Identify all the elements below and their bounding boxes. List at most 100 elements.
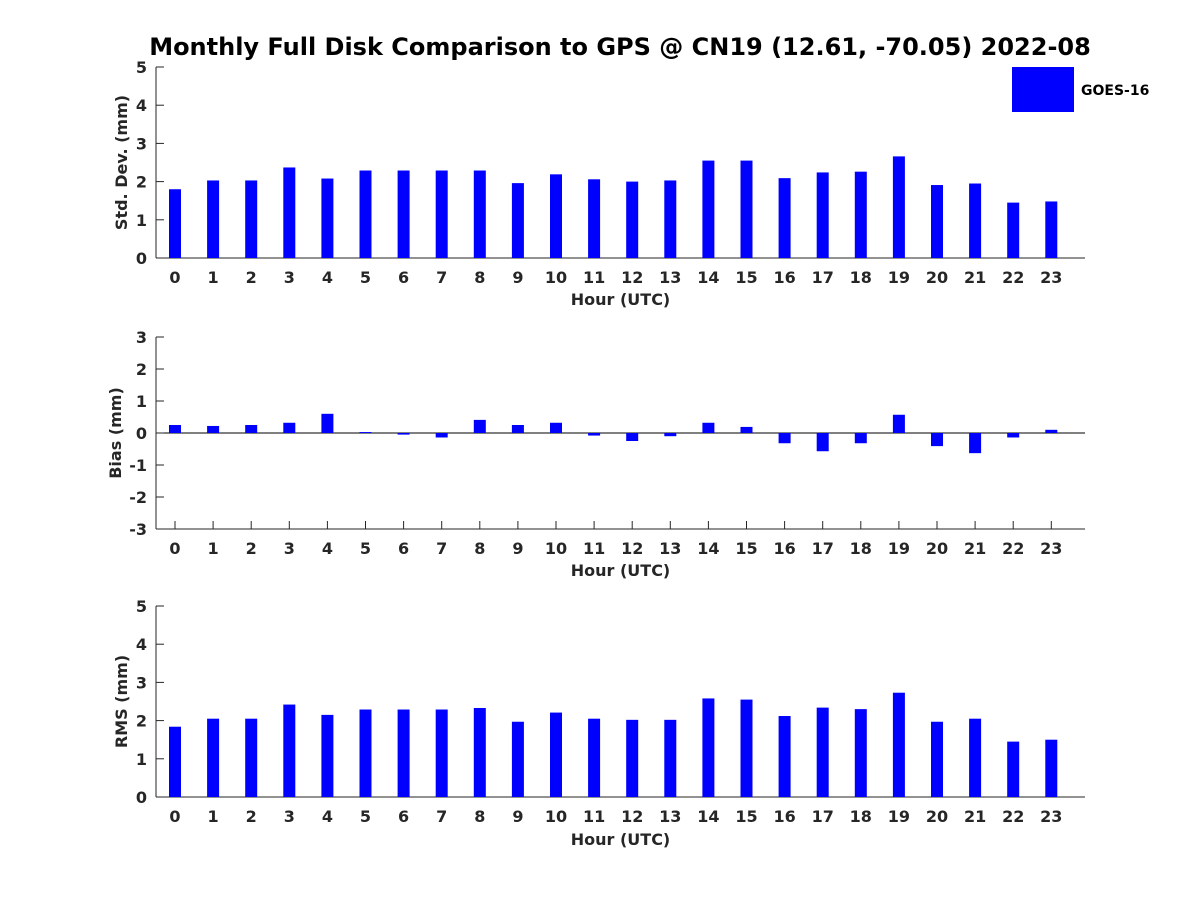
rms-x-tick-label: 12 (621, 807, 643, 826)
rms-y-tick-label: 4 (136, 635, 147, 654)
std-dev-y-tick-label: 1 (136, 211, 147, 230)
rms-bar-hour-7 (435, 709, 448, 797)
bias-bar-hour-2 (245, 425, 258, 433)
std-dev-bar-hour-7 (435, 170, 448, 258)
std-dev-bar-hour-12 (626, 181, 639, 258)
rms-bar-hour-6 (397, 709, 410, 797)
std-dev-bar-hour-9 (511, 183, 524, 258)
std-dev-bar-hour-4 (321, 178, 334, 258)
std-dev-bar-hour-23 (1045, 201, 1058, 258)
bias-bar-hour-13 (664, 433, 677, 437)
rms-bar-hour-17 (816, 707, 829, 797)
rms-x-tick-label: 5 (360, 807, 371, 826)
bias-bar-hour-22 (1007, 433, 1020, 438)
std-dev-bar-hour-20 (931, 185, 943, 258)
bias-y-tick-label: 0 (136, 424, 147, 443)
std-dev-y-tick-label: 0 (136, 249, 147, 268)
rms-x-tick-label: 20 (926, 807, 948, 826)
std-dev-x-tick-label: 6 (398, 268, 409, 287)
legend-label: GOES-16 (1081, 83, 1149, 99)
bias-bar-hour-12 (626, 433, 639, 441)
rms-y-tick-label: 5 (136, 597, 147, 616)
std-dev-x-tick-label: 5 (360, 268, 371, 287)
legend: GOES-16 (1012, 67, 1149, 112)
std-dev-x-tick-label: 1 (208, 268, 219, 287)
std-dev-bar-hour-22 (1007, 202, 1020, 258)
std-dev-bar-hour-5 (359, 170, 372, 258)
bias-x-tick-label: 22 (1002, 539, 1024, 558)
rms-y-tick-label: 0 (136, 788, 147, 807)
bias-bar-hour-20 (931, 433, 943, 447)
rms-x-tick-label: 13 (659, 807, 681, 826)
std-dev-x-tick-label: 20 (926, 268, 948, 287)
rms-x-tick-label: 3 (284, 807, 295, 826)
bias-x-tick-label: 14 (697, 539, 719, 558)
bias-y-tick-label: 2 (136, 360, 147, 379)
rms-x-tick-label: 21 (964, 807, 986, 826)
bias-bar-hour-6 (397, 433, 410, 435)
std-dev-bar-hour-0 (169, 189, 181, 258)
bias-x-tick-label: 3 (284, 539, 295, 558)
rms-bar-hour-23 (1045, 739, 1058, 797)
bias-y-tick-label: -3 (129, 520, 147, 539)
std-dev-bar-hour-16 (778, 178, 791, 258)
rms-x-tick-label: 10 (545, 807, 567, 826)
std-dev-x-tick-label: 7 (436, 268, 447, 287)
bias-x-tick-label: 15 (735, 539, 757, 558)
rms-bar-hour-21 (969, 718, 982, 797)
std-dev-bar-hour-3 (283, 167, 296, 258)
std-dev-bar-hour-10 (550, 174, 562, 258)
bias-bar-hour-16 (778, 433, 791, 444)
std-dev-x-tick-label: 4 (322, 268, 333, 287)
rms-x-tick-label: 7 (436, 807, 447, 826)
std-dev-y-tick-label: 3 (136, 134, 147, 153)
bias-bar-hour-21 (969, 433, 982, 454)
rms-bar-hour-19 (892, 692, 905, 797)
rms-bar-hour-18 (854, 709, 867, 797)
std-dev-bar-hour-6 (397, 170, 410, 258)
rms-bar-hour-1 (207, 718, 220, 797)
bias-x-tick-label: 5 (360, 539, 371, 558)
std-dev-bar-hour-8 (473, 170, 486, 258)
rms-x-tick-label: 0 (169, 807, 180, 826)
rms-x-tick-label: 23 (1040, 807, 1062, 826)
rms-x-tick-label: 16 (773, 807, 795, 826)
rms-x-tick-label: 1 (208, 807, 219, 826)
rms-y-axis-label: RMS (mm) (112, 655, 131, 748)
std-dev-x-tick-label: 15 (735, 268, 757, 287)
bias-bar-hour-8 (473, 419, 486, 433)
bias-x-tick-label: 10 (545, 539, 567, 558)
bias-y-axis-label: Bias (mm) (106, 387, 125, 479)
bias-bar-hour-17 (816, 433, 829, 452)
rms-x-tick-label: 11 (583, 807, 605, 826)
bias-bar-hour-7 (435, 433, 448, 438)
std-dev-x-tick-label: 23 (1040, 268, 1062, 287)
bias-x-tick-label: 7 (436, 539, 447, 558)
bias-y-tick-label: 3 (136, 328, 147, 347)
std-dev-x-tick-label: 13 (659, 268, 681, 287)
std-dev-bar-hour-2 (245, 180, 258, 258)
std-dev-bar-hour-11 (588, 179, 601, 258)
rms-x-tick-label: 2 (246, 807, 257, 826)
std-dev-bar-hour-15 (740, 160, 753, 258)
std-dev-x-tick-label: 9 (512, 268, 523, 287)
legend-swatch (1012, 67, 1074, 112)
rms-bar-hour-10 (550, 712, 562, 797)
bias-x-tick-label: 11 (583, 539, 605, 558)
rms-bar-hour-9 (511, 721, 524, 797)
bias-x-tick-label: 4 (322, 539, 333, 558)
bias-x-tick-label: 19 (888, 539, 910, 558)
rms-x-tick-label: 6 (398, 807, 409, 826)
bias-y-tick-label: -1 (129, 456, 147, 475)
bias-x-tick-label: 17 (812, 539, 834, 558)
bias-x-tick-label: 18 (850, 539, 872, 558)
rms-bar-hour-2 (245, 718, 258, 797)
std-dev-x-tick-label: 17 (812, 268, 834, 287)
std-dev-x-tick-label: 18 (850, 268, 872, 287)
rms-bar-hour-16 (778, 716, 791, 797)
bias-x-axis-label: Hour (UTC) (571, 561, 671, 580)
std-dev-x-tick-label: 3 (284, 268, 295, 287)
bias-x-tick-label: 2 (246, 539, 257, 558)
